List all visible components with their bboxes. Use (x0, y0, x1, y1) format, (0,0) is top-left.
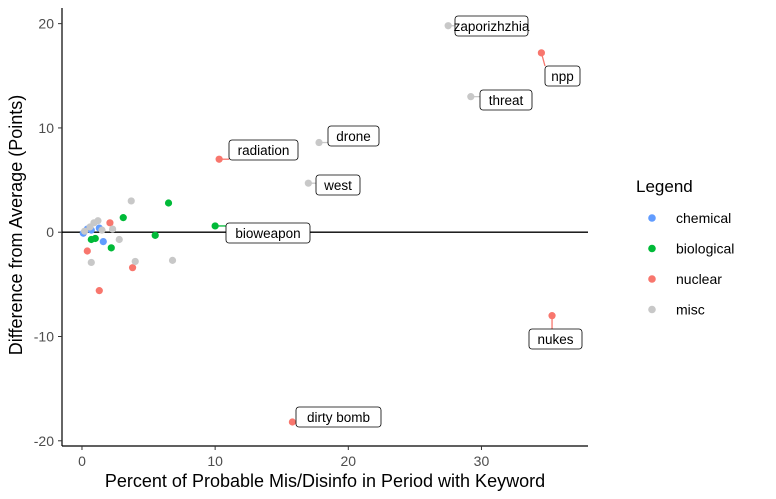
nuclear-point (128, 264, 137, 272)
annotation-box (544, 65, 581, 87)
misc-point (87, 258, 95, 267)
y-tick-label: 20 (38, 16, 54, 32)
x-axis-title: Percent of Probable Mis/Disinfo in Perio… (105, 471, 545, 491)
biological-point (107, 244, 115, 252)
nuclear-point (215, 155, 223, 163)
x-tick-label: 10 (207, 453, 223, 469)
legend-label-chemical: chemical (676, 210, 731, 226)
annotation-box (225, 222, 311, 244)
axes (61, 8, 588, 447)
y-tick-label: 10 (38, 120, 54, 136)
annotation-label-nukes: nukes (537, 332, 573, 347)
legend-title: Legend (636, 177, 693, 196)
nuclear-point (83, 247, 91, 255)
legend-label-biological: biological (676, 241, 734, 257)
legend-label-misc: misc (676, 302, 705, 318)
y-axis-title: Difference from Average (Points) (6, 95, 26, 355)
y-tick-label: -10 (34, 329, 54, 345)
annotation-box (315, 174, 361, 196)
chemical-point (99, 238, 107, 246)
misc-point (81, 227, 89, 235)
annotation-leader-line (540, 52, 546, 67)
annotation-label-dirty-bomb: dirty bomb (307, 410, 370, 425)
ticks: 0 10 20 30 -20 -10 0 10 20 (34, 16, 490, 469)
annotation-label-bioweapon: bioweapon (235, 226, 300, 241)
legend-key-biological (648, 244, 656, 253)
annotation-label-radiation: radiation (238, 143, 290, 158)
annotation-label-zaporizhzhia: zaporizhzhia (454, 19, 530, 34)
biological-point (119, 214, 127, 222)
misc-point (131, 257, 139, 266)
annotation-label-drone: drone (336, 129, 371, 144)
legend-key-nuclear (648, 275, 656, 283)
x-tick-label: 30 (474, 453, 490, 469)
legend: Legend chemical biological nuclear misc (636, 177, 734, 318)
biological-point (91, 234, 99, 243)
legend-label-nuclear: nuclear (676, 271, 722, 287)
nuclear-point (95, 287, 103, 295)
annotation-box (327, 125, 380, 147)
misc-point (115, 235, 123, 244)
annotation-label-npp: npp (551, 69, 574, 84)
biological-point (211, 222, 219, 230)
legend-key-misc (648, 305, 656, 314)
y-tick-label: -20 (34, 433, 54, 449)
x-tick-label: 0 (78, 453, 86, 469)
legend-key-chemical (648, 214, 656, 222)
annotation-box (479, 89, 533, 111)
annotation-box (295, 406, 382, 428)
misc-point (94, 217, 102, 225)
biological-point (164, 199, 173, 207)
nuclear-point (106, 219, 114, 227)
annotation-label-west: west (323, 178, 352, 193)
misc-point (109, 225, 117, 233)
data-points (79, 22, 556, 426)
annotation-box (528, 328, 583, 350)
misc-point (168, 256, 177, 264)
annotations: bioweapon radiation dirty bomb npp nukes west… (215, 15, 583, 428)
annotation-box (228, 139, 299, 161)
x-tick-label: 20 (341, 453, 357, 469)
misc-point (98, 226, 106, 234)
annotation-label-threat: threat (489, 93, 524, 108)
misc-point (127, 197, 135, 205)
biological-point (151, 231, 159, 239)
annotation-box (454, 15, 529, 37)
y-tick-label: 0 (46, 224, 54, 240)
